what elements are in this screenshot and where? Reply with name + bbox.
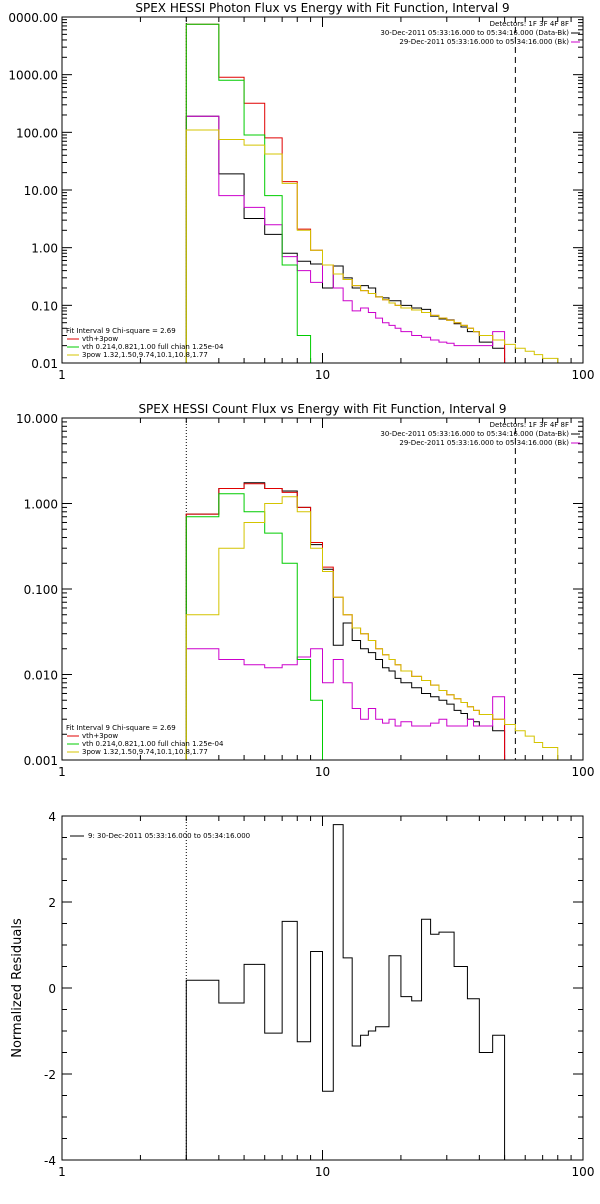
y-tick-label: 0 [48,982,56,996]
x-tick-label: 1 [58,368,66,382]
y-tick-label: -2 [44,1068,56,1082]
legend-entry: vth 0.214,0.821,1.00 full chian 1.25e-04 [82,343,224,351]
y-axis-label: Normalized Residuals [10,918,25,1058]
y-axis-ticks [62,19,583,364]
legend-entry: 9: 30-Dec-2011 05:33:16.000 to 05:34:16.… [88,832,250,840]
chart-panel-1: SPEX HESSI Photon Flux vs Energy with Fi… [8,1,595,382]
y-tick-label: 0.10 [31,299,58,313]
legend-title: Fit Interval 9 Chi-square = 2.69 [66,724,176,732]
y-tick-label: 0.001 [24,754,58,768]
x-tick-label: 10 [315,368,330,382]
series-data-bk-line [185,115,506,363]
plot-area [185,23,559,363]
series-bk-line [185,648,506,760]
legend-title: Fit Interval 9 Chi-square = 2.69 [66,327,176,335]
plot-frame [61,417,584,761]
y-tick-label: 4 [48,810,56,824]
chart-panel-2: SPEX HESSI Count Flux vs Energy with Fit… [16,402,595,779]
y-tick-label: 10.00 [24,184,58,198]
x-axis-ticks [61,17,572,363]
chart-panel-3: 1 10 100 -4 -2 0 2 4 Normalized Residuals 9: 30-D… [10,810,595,1179]
x-tick-label: 10 [315,765,330,779]
y-tick-label: 0.010 [24,669,58,683]
legend-entry: 3pow 1.32,1.50,9.74,10.1,10.8,1.77 [82,748,208,756]
series-vth-3pow-line [185,483,506,760]
series-3pow-line [185,129,559,363]
x-tick-label: 100 [572,1165,595,1179]
y-tick-label: 2 [48,896,56,910]
x-axis-ticks [61,816,572,1160]
series-vth-line [185,23,312,363]
detectors-label: Detectors: 1F 3F 4F 8F [490,421,569,429]
data-time-label: 30-Dec-2011 05:33:16.000 to 05:34:16.000… [380,430,569,438]
series-vth-3pow-line [185,23,506,363]
y-tick-label: 1000.00 [8,69,58,83]
y-tick-label: 10.000 [16,412,58,426]
y-tick-label: 100.00 [16,126,58,140]
data-time-label: 30-Dec-2011 05:33:16.000 to 05:34:16.000… [380,29,569,37]
x-tick-label: 100 [572,368,595,382]
x-tick-label: 1 [58,765,66,779]
y-tick-label: 0000.00 [8,11,58,25]
y-tick-label: 1.000 [24,498,58,512]
legend-entry: vth+3pow [82,732,118,740]
plot-frame [61,815,584,1161]
plot-area [185,482,559,760]
plot-area [185,824,506,1160]
y-tick-label: -4 [44,1154,56,1168]
series-3pow-line [185,496,559,760]
y-tick-label: 0.01 [31,357,58,371]
series-vth-line [185,493,323,760]
x-tick-label: 1 [58,1165,66,1179]
series-bk-line [185,115,506,363]
legend-entry: 3pow 1.32,1.50,9.74,10.1,10.8,1.77 [82,351,208,359]
y-tick-label: 0.100 [24,583,58,597]
x-tick-label: 10 [315,1165,330,1179]
legend-entry: vth+3pow [82,335,118,343]
chart-title: SPEX HESSI Photon Flux vs Energy with Fi… [135,1,509,15]
series-residuals-line [185,824,506,1160]
bk-time-label: 29-Dec-2011 05:33:16.000 to 05:34:16.000… [399,439,569,447]
y-axis-ticks [62,421,583,761]
chart-title: SPEX HESSI Count Flux vs Energy with Fit… [138,402,506,416]
legend-entry: vth 0.214,0.821,1.00 full chian 1.25e-04 [82,740,224,748]
series-data-bk-line [185,482,506,760]
bk-time-label: 29-Dec-2011 05:33:16.000 to 05:34:16.000… [399,38,569,46]
plot-frame [61,16,584,364]
x-tick-label: 100 [572,765,595,779]
detectors-label: Detectors: 1F 3F 4F 8F [490,20,569,28]
x-axis-ticks [61,418,572,760]
y-tick-label: 1.00 [31,242,58,256]
